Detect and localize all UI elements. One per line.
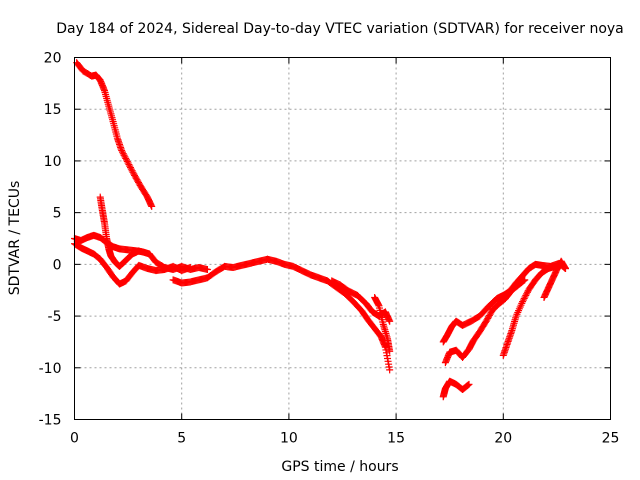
x-tick-label: 25 <box>602 431 620 447</box>
data-point <box>121 153 129 161</box>
plot-area <box>71 59 569 401</box>
series-track-3 <box>71 240 194 288</box>
y-tick-label: -15 <box>39 413 62 429</box>
x-tick-label: 10 <box>280 431 298 447</box>
data-point <box>119 150 127 158</box>
series-track-8 <box>439 377 473 401</box>
data-point <box>519 296 527 304</box>
data-point <box>386 317 394 325</box>
data-point <box>122 154 130 162</box>
y-tick-label: 0 <box>53 257 62 273</box>
data-point <box>122 156 130 164</box>
data-point <box>523 290 531 298</box>
y-tick-label: 15 <box>44 102 62 118</box>
y-tick-label: -5 <box>48 309 62 325</box>
data-point <box>120 151 128 159</box>
x-tick-label: 5 <box>177 431 186 447</box>
y-tick-label: -10 <box>39 361 62 377</box>
data-point <box>125 161 133 169</box>
data-point <box>124 159 132 167</box>
grid <box>74 57 611 420</box>
data-point <box>186 263 194 271</box>
data-point <box>129 168 137 176</box>
plot-frame <box>74 57 611 420</box>
data-point <box>127 164 135 172</box>
data-point <box>386 366 394 374</box>
series-track-10 <box>441 276 529 367</box>
data-point <box>128 167 136 175</box>
data-point <box>126 162 134 170</box>
data-point <box>135 247 143 255</box>
data-point <box>519 277 527 285</box>
series-track-7 <box>371 293 394 355</box>
x-axis-label: GPS time / hours <box>281 459 398 475</box>
axes: 0 5 10 15 20 25 -15 -10 -5 0 5 10 15 20 <box>39 51 620 447</box>
data-point <box>521 276 529 284</box>
data-point <box>130 170 138 178</box>
series-track-1 <box>73 59 156 210</box>
data-point <box>203 266 211 274</box>
x-tick-label: 0 <box>70 431 79 447</box>
series-track-4 <box>96 193 143 270</box>
series-track-5 <box>169 255 394 374</box>
y-tick-label: 10 <box>44 154 62 170</box>
data-point <box>463 382 471 390</box>
data-point <box>522 291 530 299</box>
data-point <box>118 147 126 155</box>
series-track-12 <box>540 257 569 301</box>
data-point <box>118 148 126 156</box>
data-point <box>465 380 473 388</box>
chart-title: Day 184 of 2024, Sidereal Day-to-day VTE… <box>56 21 624 37</box>
data-point <box>386 347 394 355</box>
data-point <box>519 298 527 306</box>
y-tick-label: 20 <box>44 51 62 67</box>
x-tick-label: 20 <box>494 431 512 447</box>
data-point <box>520 294 528 302</box>
data-point <box>127 165 135 173</box>
data-point <box>521 293 529 301</box>
data-point <box>123 157 131 165</box>
x-tick-label: 15 <box>387 431 405 447</box>
y-tick-label: 5 <box>53 206 62 222</box>
data-point <box>464 381 472 389</box>
data-point <box>520 277 528 285</box>
y-axis-label: SDTVAR / TECUs <box>7 181 23 296</box>
series-track-11 <box>499 262 559 359</box>
data-point <box>523 288 531 296</box>
data-point <box>148 202 156 210</box>
data-point <box>561 264 569 272</box>
